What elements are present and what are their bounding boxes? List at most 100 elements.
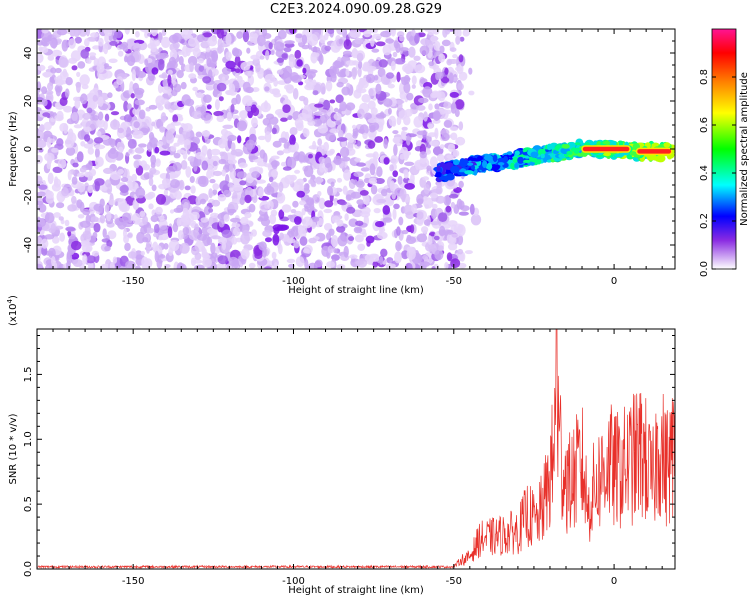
heatmap-cell xyxy=(163,243,169,250)
heatmap-cell xyxy=(114,217,125,226)
heatmap-cell xyxy=(56,29,68,36)
heatmap-cell xyxy=(68,57,78,64)
x-tick-label: 0 xyxy=(611,276,617,287)
heatmap-cell xyxy=(325,80,333,92)
heatmap-cell xyxy=(144,193,154,200)
heatmap-cell xyxy=(411,84,416,89)
heatmap-cell xyxy=(216,82,227,92)
heatmap-cell xyxy=(96,130,102,137)
heatmap-cell xyxy=(150,154,157,165)
heatmap-cell xyxy=(416,105,426,111)
heatmap-cell xyxy=(392,130,399,135)
y-tick-label: 20 xyxy=(23,95,34,108)
heatmap-peak xyxy=(581,145,631,153)
heatmap-cell xyxy=(447,143,456,153)
heatmap-cell xyxy=(438,175,449,181)
heatmap-cell xyxy=(348,137,355,143)
heatmap-cell xyxy=(279,42,285,48)
heatmap-cell xyxy=(307,120,316,126)
heatmap-cell xyxy=(42,112,51,117)
heatmap-cell xyxy=(268,42,273,50)
heatmap-cell xyxy=(94,178,105,186)
heatmap-cell xyxy=(164,264,171,268)
colorbar-gradient xyxy=(711,28,737,270)
heatmap-cell xyxy=(244,106,253,112)
heatmap-cell xyxy=(328,228,335,236)
heatmap-cell xyxy=(257,135,266,141)
heatmap-cell xyxy=(464,170,474,175)
heatmap-cell xyxy=(37,248,42,257)
heatmap-cell xyxy=(523,159,531,163)
heatmap-cell xyxy=(396,226,401,236)
heatmap-cell xyxy=(169,179,180,189)
colorbar-tick-label: 0.0 xyxy=(699,261,710,277)
heatmap-cell xyxy=(42,98,48,107)
heatmap-cell xyxy=(61,187,69,197)
heatmap-cell xyxy=(301,44,310,50)
heatmap-cell xyxy=(187,156,196,162)
heatmap-cell xyxy=(94,147,100,159)
heatmap-cell xyxy=(305,183,310,191)
heatmap-cell xyxy=(190,185,196,194)
heatmap-cell xyxy=(530,151,539,158)
heatmap-cell xyxy=(450,201,456,209)
heatmap-cell xyxy=(59,232,65,242)
heatmap-cell xyxy=(203,205,211,216)
colorbar-ticks: 0.0 0.2 0.4 0.6 0.8 xyxy=(699,69,736,277)
heatmap-cell xyxy=(264,266,272,269)
heatmap-cell xyxy=(180,29,192,39)
heatmap-cell xyxy=(423,219,431,226)
heatmap-cell xyxy=(231,47,240,57)
heatmap-cell xyxy=(217,138,228,149)
heatmap-cell xyxy=(128,181,139,192)
heatmap-cell xyxy=(310,216,320,222)
heatmap-cell xyxy=(197,57,204,64)
heatmap-cell xyxy=(86,58,92,64)
heatmap-cell xyxy=(202,76,212,84)
heatmap-cell xyxy=(73,124,83,129)
heatmap-cell xyxy=(240,248,250,260)
heatmap-cell xyxy=(119,185,129,193)
heatmap-cell xyxy=(165,130,173,141)
heatmap-cell xyxy=(47,54,55,61)
heatmap-cell xyxy=(55,86,62,97)
heatmap-cell xyxy=(150,215,159,223)
heatmap-cell xyxy=(71,195,77,204)
heatmap-cell xyxy=(540,153,545,159)
heatmap-cell xyxy=(112,256,118,264)
heatmap-cell xyxy=(52,166,63,173)
heatmap-cell xyxy=(264,131,272,143)
y-tick-label: -20 xyxy=(23,189,34,205)
heatmap-cell xyxy=(248,203,256,213)
heatmap-cell xyxy=(124,29,130,35)
heatmap-cell xyxy=(37,81,42,93)
heatmap-cell xyxy=(651,143,656,147)
heatmap-cell xyxy=(160,112,167,123)
heatmap-cell xyxy=(360,211,371,218)
heatmap-cell xyxy=(359,124,369,135)
heatmap-cell xyxy=(438,212,448,223)
heatmap-cell xyxy=(323,208,333,214)
heatmap-cell xyxy=(434,249,444,261)
heatmap-cell xyxy=(397,175,403,185)
heatmap-cell xyxy=(37,155,43,164)
heatmap-cell xyxy=(351,47,358,57)
heatmap-cell xyxy=(403,170,409,179)
heatmap-cell xyxy=(512,157,519,163)
heatmap-cell xyxy=(292,88,299,100)
heatmap-cell xyxy=(354,157,361,162)
heatmap-cell xyxy=(339,101,347,112)
heatmap-cell xyxy=(355,180,365,188)
heatmap-cell xyxy=(79,241,90,247)
heatmap-cell xyxy=(177,133,184,144)
heatmap-cell xyxy=(200,198,206,205)
heatmap-cell xyxy=(286,258,296,264)
heatmap-cell xyxy=(346,206,356,214)
heatmap-cell xyxy=(82,112,92,120)
heatmap-cell xyxy=(178,218,190,227)
heatmap-cell xyxy=(153,232,159,238)
heatmap-cell xyxy=(447,220,458,227)
heatmap-cell xyxy=(449,193,459,199)
heatmap-cell xyxy=(453,159,460,166)
heatmap-cell xyxy=(219,180,230,191)
